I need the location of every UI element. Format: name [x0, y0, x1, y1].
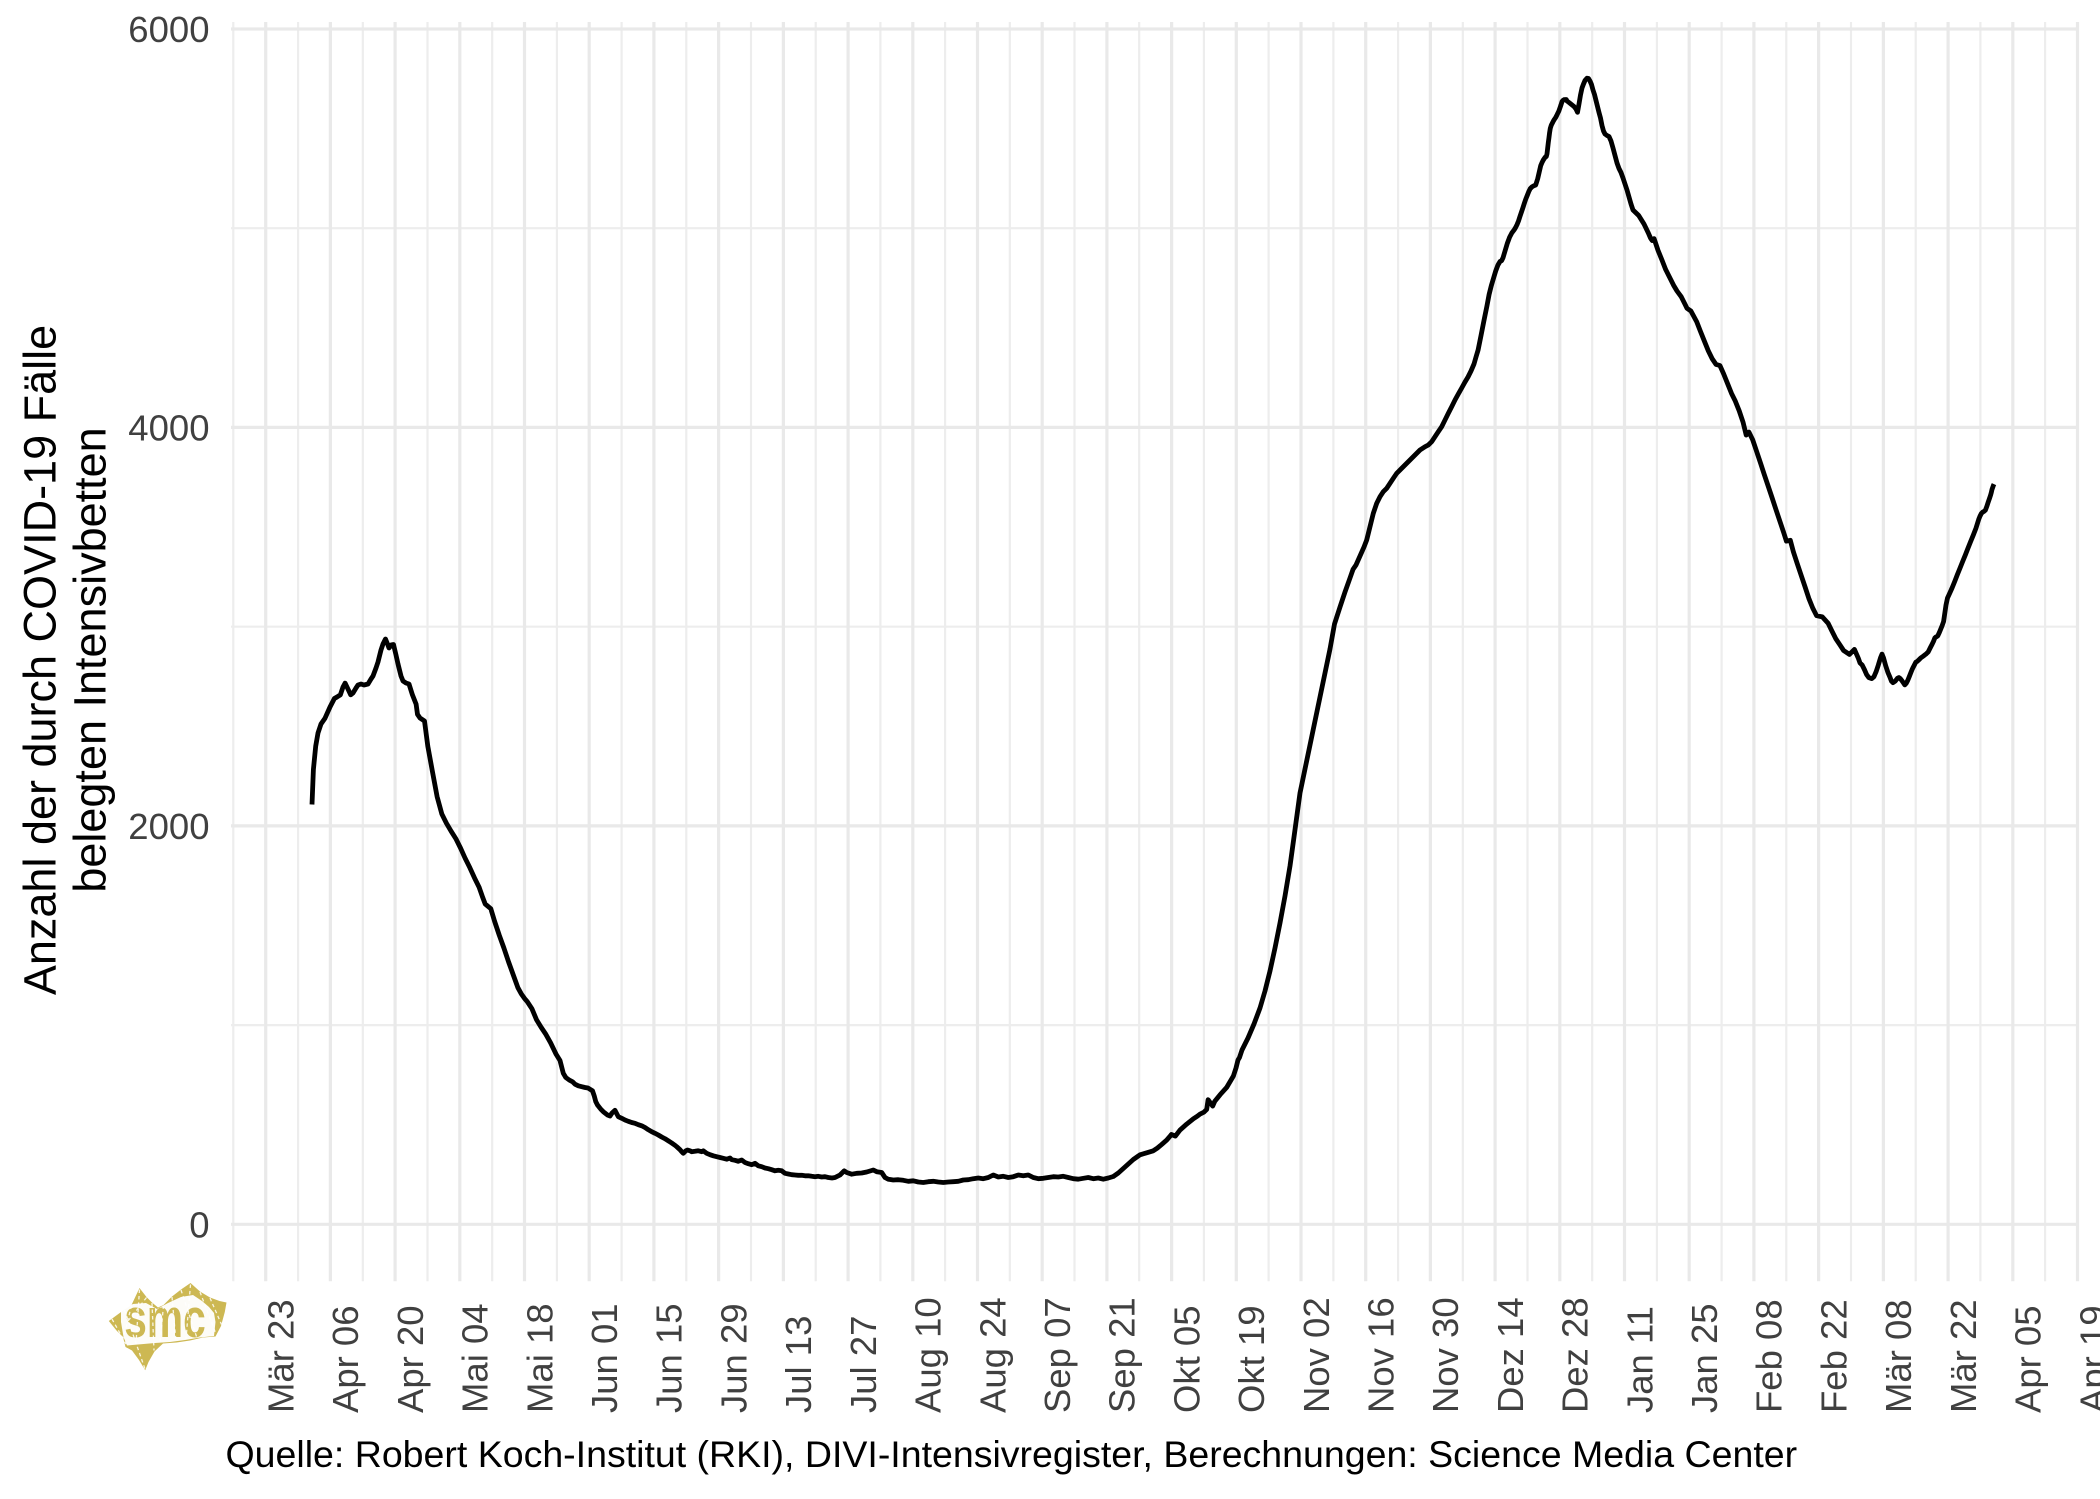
svg-text:Mai 04: Mai 04	[455, 1303, 496, 1413]
svg-text:Apr 19: Apr 19	[2072, 1305, 2100, 1413]
svg-text:Aug 24: Aug 24	[972, 1297, 1013, 1413]
svg-text:4000: 4000	[128, 407, 209, 448]
svg-text:2000: 2000	[128, 806, 209, 847]
svg-text:6000: 6000	[128, 9, 209, 50]
svg-text:Dez 28: Dez 28	[1555, 1297, 1596, 1413]
svg-text:0: 0	[189, 1204, 209, 1245]
svg-text:Sep 21: Sep 21	[1102, 1297, 1143, 1413]
svg-text:Nov 30: Nov 30	[1425, 1297, 1466, 1413]
svg-text:Nov 16: Nov 16	[1361, 1297, 1402, 1413]
svg-text:Jan 11: Jan 11	[1619, 1306, 1660, 1413]
svg-text:Aug 10: Aug 10	[908, 1297, 949, 1413]
svg-text:Feb 08: Feb 08	[1749, 1299, 1790, 1413]
svg-text:Quelle: Robert Koch-Institut (: Quelle: Robert Koch-Institut (RKI), DIVI…	[226, 1433, 1798, 1475]
svg-text:Jun 01: Jun 01	[584, 1303, 625, 1413]
svg-text:smc: smc	[124, 1288, 205, 1349]
svg-text:Sep 07: Sep 07	[1037, 1297, 1078, 1413]
svg-text:Jul 13: Jul 13	[778, 1316, 819, 1413]
svg-text:Apr 06: Apr 06	[325, 1305, 366, 1413]
svg-text:Mär 23: Mär 23	[261, 1299, 302, 1413]
svg-text:belegten Intensivbetten: belegten Intensivbetten	[65, 427, 116, 892]
svg-text:Jan 25: Jan 25	[1684, 1303, 1725, 1413]
svg-text:Feb 22: Feb 22	[1813, 1299, 1854, 1413]
svg-text:Okt 05: Okt 05	[1166, 1305, 1207, 1413]
svg-text:Apr 20: Apr 20	[390, 1305, 431, 1413]
svg-text:Mär 08: Mär 08	[1878, 1299, 1919, 1413]
svg-text:Apr 05: Apr 05	[2008, 1305, 2049, 1413]
svg-text:Mär 22: Mär 22	[1943, 1299, 1984, 1413]
svg-text:Anzahl der durch COVID-19 Fäll: Anzahl der durch COVID-19 Fälle	[15, 325, 66, 995]
svg-text:Nov 02: Nov 02	[1296, 1297, 1337, 1413]
svg-text:Jun 29: Jun 29	[713, 1303, 754, 1413]
svg-text:Okt 19: Okt 19	[1231, 1305, 1272, 1413]
svg-text:Mai 18: Mai 18	[519, 1303, 560, 1413]
svg-text:Jul 27: Jul 27	[843, 1316, 884, 1413]
svg-text:Dez 14: Dez 14	[1490, 1297, 1531, 1413]
svg-text:Jun 15: Jun 15	[649, 1303, 690, 1413]
